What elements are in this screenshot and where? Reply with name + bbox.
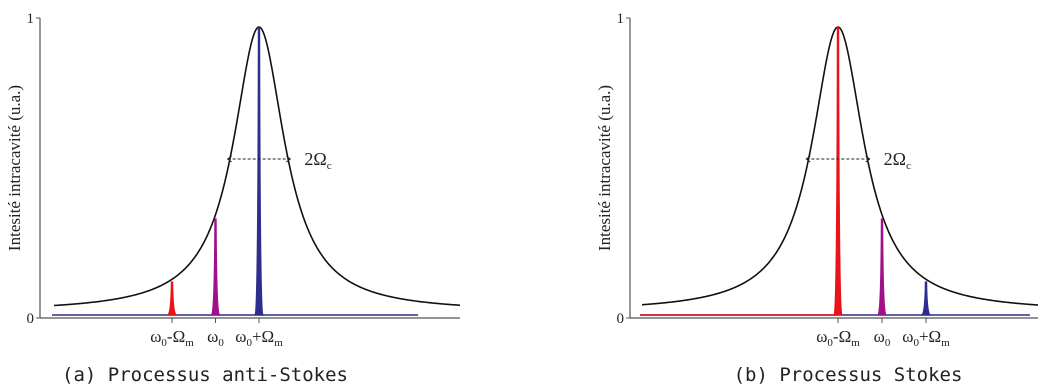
x-tick-label-2: ω0+Ωm bbox=[235, 327, 283, 349]
peak-0 bbox=[166, 281, 178, 316]
y-tick-0-label: 0 bbox=[617, 311, 625, 327]
y-tick-1-label: 1 bbox=[27, 11, 35, 27]
y-tick-1-label: 1 bbox=[617, 11, 625, 27]
panel-stokes: 1 0 Intesité intracavité (u.a.) ω0-Ωm ω0 ω0+Ω… bbox=[595, 11, 1039, 386]
panel-anti-stokes: 1 0 Intesité intracavité (u.a.) ω0-Ωm ω0 ω0+Ω… bbox=[5, 11, 461, 386]
y-axis-label: Intesité intracavité (u.a.) bbox=[5, 85, 24, 251]
width-arrow-left bbox=[226, 155, 232, 163]
width-arrow-left bbox=[805, 155, 811, 163]
width-annotation: 2Ωc bbox=[884, 149, 911, 172]
peak-1 bbox=[210, 218, 221, 316]
y-tick-0-label: 0 bbox=[27, 311, 35, 327]
cavity-lorentzian bbox=[53, 26, 461, 307]
x-tick-label-0: ω0-Ωm bbox=[816, 327, 860, 349]
x-tick-label-2: ω0+Ωm bbox=[902, 327, 950, 349]
x-tick-label-1: ω0 bbox=[874, 327, 891, 349]
x-tick-label-0: ω0-Ωm bbox=[150, 327, 194, 349]
y-axis-label: Intesité intracavité (u.a.) bbox=[595, 85, 614, 251]
peak-0 bbox=[832, 26, 844, 316]
width-arrow-right bbox=[865, 155, 871, 163]
peak-2 bbox=[920, 281, 932, 316]
panel-caption: (a) Processus anti-Stokes bbox=[62, 364, 348, 386]
cavity-lorentzian bbox=[641, 26, 1039, 306]
width-arrow-right bbox=[286, 155, 292, 163]
peak-2 bbox=[253, 26, 265, 316]
width-annotation: 2Ωc bbox=[304, 149, 331, 172]
peak-1 bbox=[876, 218, 888, 316]
x-tick-label-1: ω0 bbox=[207, 327, 224, 349]
panel-caption: (b) Processus Stokes bbox=[734, 364, 963, 386]
